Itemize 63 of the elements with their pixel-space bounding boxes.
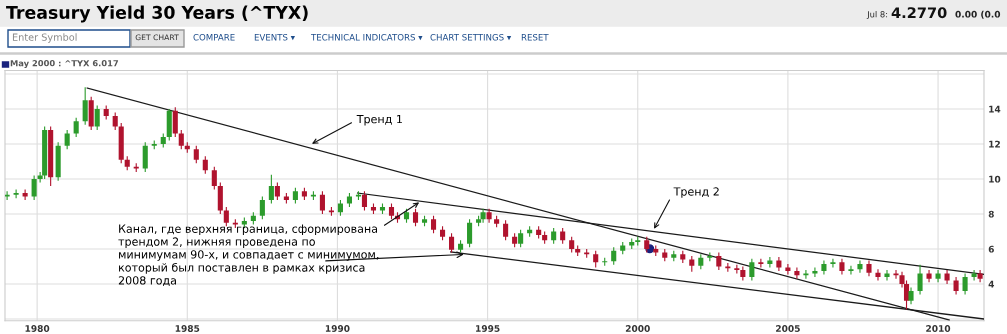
y-tick-label: 4 <box>988 280 995 288</box>
x-tick-label: 1980 <box>25 325 50 332</box>
candlestick <box>64 129 70 150</box>
candlestick <box>142 141 148 173</box>
text: Enter Symbol <box>12 33 77 43</box>
candlestick <box>13 188 19 199</box>
candlestick <box>449 232 455 254</box>
candlestick <box>503 219 509 241</box>
candlestick <box>172 106 178 138</box>
y-tick-label: 8 <box>988 210 994 218</box>
candlestick <box>73 117 79 138</box>
text: EVENTS ▾ <box>254 33 295 41</box>
candlestick <box>268 174 274 205</box>
chart-title: Treasury Yield 30 Years (^TYX) <box>6 5 308 23</box>
candlestick <box>830 258 836 268</box>
candlestick <box>794 266 800 280</box>
y-tick-label: 6 <box>988 245 994 253</box>
text: 4.2770 <box>891 7 947 19</box>
y-tick-label: 12 <box>989 140 1000 148</box>
x-tick-label: 2010 <box>926 325 951 332</box>
candlestick <box>467 218 473 248</box>
candlestick <box>223 206 229 227</box>
candlestick <box>31 174 37 201</box>
text: 0.00 (0.0 <box>955 10 1001 19</box>
annotation: Тренд 1 <box>356 115 402 126</box>
x-tick-label: 1985 <box>175 325 200 332</box>
text: COMPARE <box>193 33 235 41</box>
x-tick-label: 1995 <box>476 325 500 332</box>
candlestick <box>857 259 863 274</box>
x-tick-label: 1990 <box>325 325 350 332</box>
annotation: Канал, где верхняя граница, сформирована трендом 2, нижняя проведена по минимумам 90-х, и совпадает с минимумом, который был поставлен в рамках кризиса 2008 года <box>118 224 379 286</box>
candlestick <box>758 258 764 268</box>
candlestick <box>977 269 983 283</box>
candlestick <box>767 256 773 268</box>
candlestick <box>178 129 184 150</box>
text: Jul 8: <box>866 10 888 19</box>
candlestick <box>259 195 265 220</box>
candlestick <box>82 86 88 126</box>
text: RESET <box>521 33 549 41</box>
candlestick <box>319 190 325 215</box>
candlestick <box>5 190 10 201</box>
candlestick <box>875 268 881 282</box>
y-tick-label: 14 <box>989 105 1001 113</box>
text: TECHNICAL INDICATORS ▾ <box>310 33 423 41</box>
x-tick-label: 2000 <box>625 325 650 332</box>
candlestick <box>917 264 923 296</box>
candlestick <box>884 269 890 282</box>
x-tick-label: 2005 <box>776 325 800 332</box>
candlestick <box>962 272 968 296</box>
candlestick <box>22 188 28 201</box>
candlestick <box>848 265 854 275</box>
candlestick <box>935 269 941 283</box>
candlestick <box>94 104 100 131</box>
candlestick <box>361 190 368 212</box>
y-tick-label: 10 <box>989 175 1001 183</box>
candlestick <box>749 258 755 282</box>
candlestick <box>812 266 818 278</box>
candlestick <box>211 166 217 191</box>
text: May 2000 : ^TYX 6.017 <box>10 60 119 69</box>
candlestick <box>785 263 791 275</box>
candlestick <box>926 269 932 283</box>
annotation: Тренд 2 <box>673 187 719 198</box>
text: CHART SETTINGS ▾ <box>430 33 512 41</box>
